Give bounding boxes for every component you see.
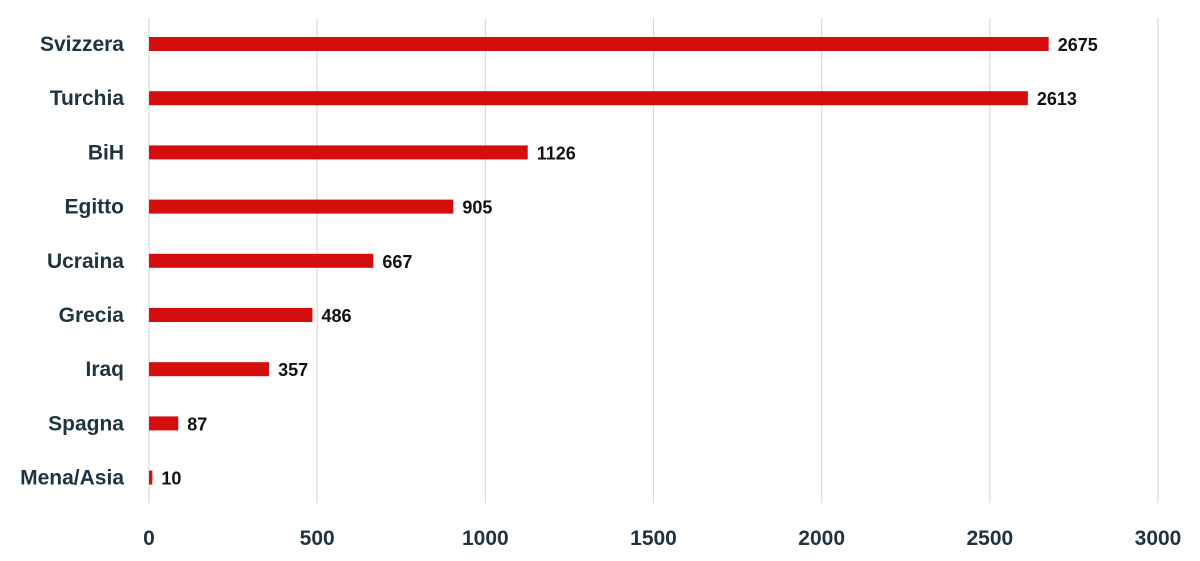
data-label: 2613 bbox=[1037, 89, 1077, 109]
category-label: Turchia bbox=[50, 87, 125, 110]
bar bbox=[149, 199, 454, 214]
category-label: Egitto bbox=[65, 196, 124, 219]
data-labels: 2675 2613 1126 905 667 486 357 87 10 bbox=[161, 35, 1097, 489]
data-label: 10 bbox=[161, 469, 181, 489]
x-tick-label: 1000 bbox=[462, 527, 509, 550]
bar bbox=[149, 308, 313, 322]
bar bbox=[149, 253, 374, 268]
x-tick-label: 2500 bbox=[966, 527, 1013, 550]
data-label: 87 bbox=[187, 414, 207, 434]
category-label: BiH bbox=[88, 141, 124, 164]
bar bbox=[149, 362, 270, 377]
category-label: Spagna bbox=[48, 412, 124, 435]
data-label: 905 bbox=[462, 198, 492, 218]
category-labels: Svizzera Turchia BiH Egitto Ucraina Grecia Ira… bbox=[20, 33, 124, 490]
bar bbox=[149, 91, 1028, 106]
x-tick-label: 1500 bbox=[630, 527, 677, 550]
x-tick-label: 2000 bbox=[798, 527, 845, 550]
category-label: Ucraina bbox=[47, 250, 124, 273]
data-label: 1126 bbox=[537, 143, 576, 163]
category-label: Grecia bbox=[59, 304, 125, 327]
category-label: Iraq bbox=[85, 358, 124, 381]
data-label: 667 bbox=[382, 252, 412, 272]
bar bbox=[149, 145, 528, 160]
x-tick-label: 0 bbox=[143, 527, 155, 550]
x-tick-label: 3000 bbox=[1135, 527, 1182, 550]
bar bbox=[149, 37, 1049, 51]
bar bbox=[149, 470, 153, 485]
x-tick-label: 500 bbox=[300, 527, 335, 550]
bar bbox=[149, 416, 179, 431]
data-label: 486 bbox=[321, 306, 351, 326]
category-label: Mena/Asia bbox=[20, 467, 124, 490]
data-label: 357 bbox=[278, 360, 308, 380]
data-label: 2675 bbox=[1058, 35, 1098, 55]
x-axis-tick-labels: 0 500 1000 1500 2000 2500 3000 bbox=[143, 527, 1181, 550]
bars bbox=[149, 37, 1049, 485]
category-label: Svizzera bbox=[40, 33, 124, 56]
